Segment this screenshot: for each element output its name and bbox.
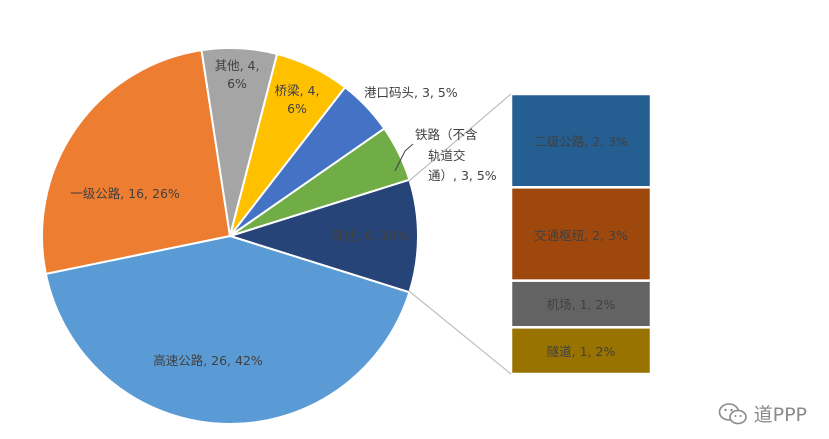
slice-class1-road <box>41 49 232 276</box>
connector-line-top <box>408 93 512 182</box>
label-other-small-line2: 6% <box>227 76 247 91</box>
label-rail-line2: 轨道交 <box>428 148 466 163</box>
label-bridge-line1: 桥梁, 4, <box>275 83 320 98</box>
slice-highway <box>44 234 411 425</box>
wechat-icon <box>718 402 747 424</box>
pie-slices <box>41 47 419 425</box>
slice-rail <box>229 127 411 237</box>
rail-leader-line <box>394 143 414 172</box>
watermark: 道PPP <box>718 400 807 427</box>
bar-segment-class2-road <box>509 92 653 189</box>
label-highway: 高速公路, 26, 42% <box>153 353 263 368</box>
stacked-bar <box>509 92 653 376</box>
connector-lines <box>394 93 512 375</box>
bar-segment-transport-hub <box>509 186 653 282</box>
label-transport-hub: 交通枢纽, 2, 3% <box>534 228 628 243</box>
connector-line-bottom <box>408 290 512 375</box>
label-bridge-line2: 6% <box>287 101 307 116</box>
watermark-text: 道PPP <box>753 404 807 426</box>
label-port: 港口码头, 3, 5% <box>364 85 458 100</box>
bar-segment-tunnel <box>509 326 653 376</box>
label-tunnel: 隧道, 1, 2% <box>547 344 616 359</box>
bar-segment-airport <box>509 279 653 329</box>
label-other-small-line1: 其他, 4, <box>215 58 260 73</box>
label-class2-road: 二级公路, 2, 3% <box>534 134 628 149</box>
label-rail-line1: 铁路（不含 <box>415 127 478 142</box>
label-rail-line3: 通）, 3, 5% <box>428 168 497 183</box>
label-airport: 机场, 1, 2% <box>547 297 616 312</box>
label-class1-road: 一级公路, 16, 26% <box>70 186 180 201</box>
slice-other-large <box>226 178 419 294</box>
label-other-large: 其他, 6, 10% <box>332 228 409 243</box>
